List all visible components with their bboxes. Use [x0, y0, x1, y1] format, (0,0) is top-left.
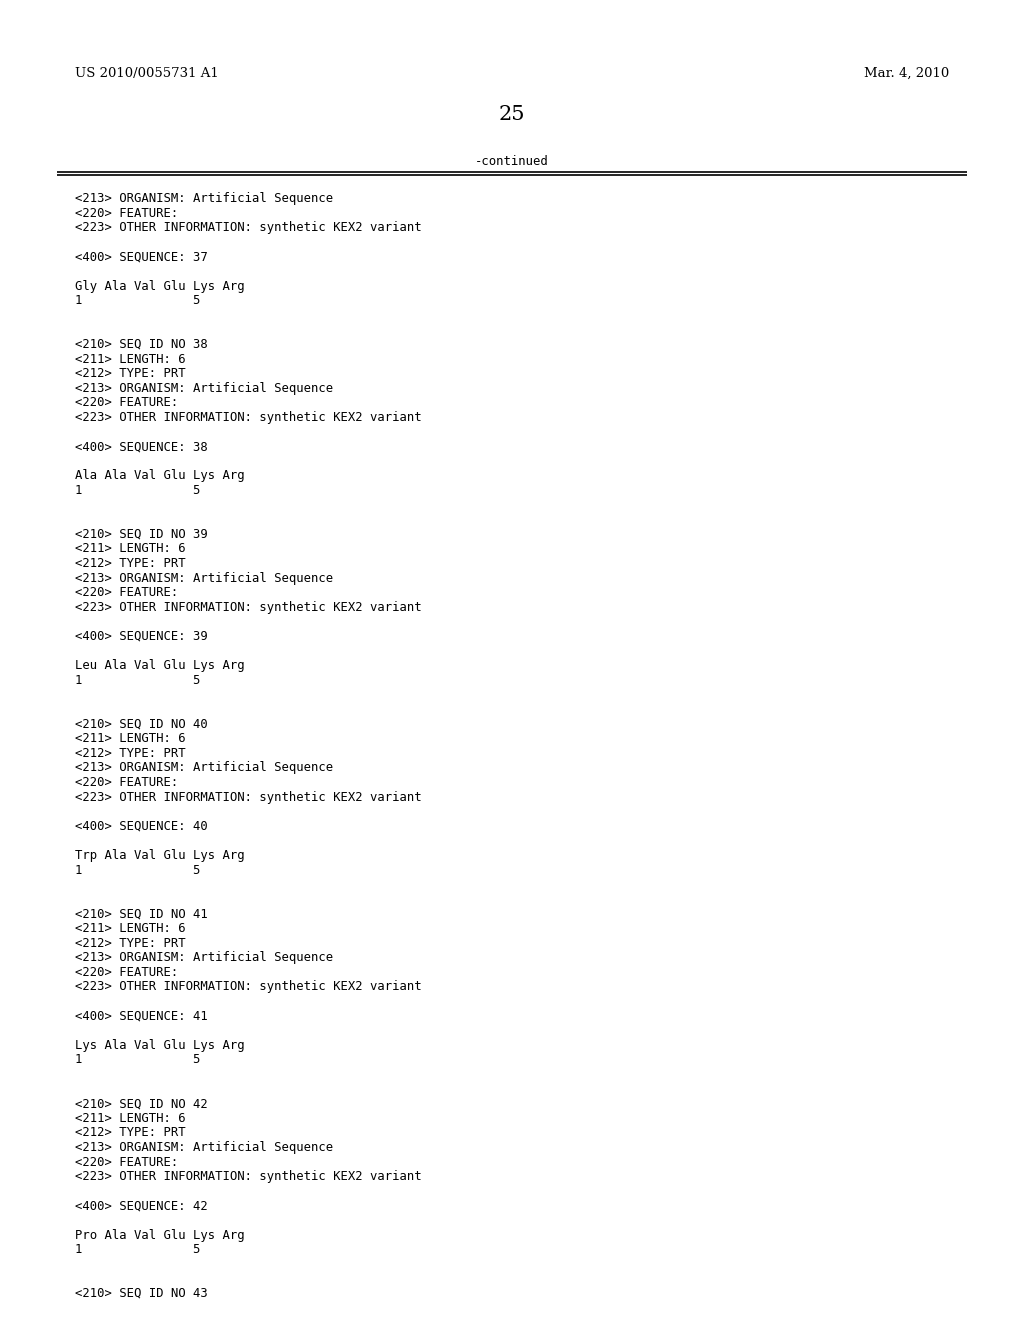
Text: <220> FEATURE:: <220> FEATURE:: [75, 966, 178, 979]
Text: Trp Ala Val Glu Lys Arg: Trp Ala Val Glu Lys Arg: [75, 849, 245, 862]
Text: <213> ORGANISM: Artificial Sequence: <213> ORGANISM: Artificial Sequence: [75, 952, 333, 964]
Text: 1               5: 1 5: [75, 673, 201, 686]
Text: <212> TYPE: PRT: <212> TYPE: PRT: [75, 937, 185, 949]
Text: <211> LENGTH: 6: <211> LENGTH: 6: [75, 1111, 185, 1125]
Text: <213> ORGANISM: Artificial Sequence: <213> ORGANISM: Artificial Sequence: [75, 762, 333, 775]
Text: <213> ORGANISM: Artificial Sequence: <213> ORGANISM: Artificial Sequence: [75, 381, 333, 395]
Text: <210> SEQ ID NO 38: <210> SEQ ID NO 38: [75, 338, 208, 351]
Text: <400> SEQUENCE: 40: <400> SEQUENCE: 40: [75, 820, 208, 833]
Text: Pro Ala Val Glu Lys Arg: Pro Ala Val Glu Lys Arg: [75, 1229, 245, 1242]
Text: <223> OTHER INFORMATION: synthetic KEX2 variant: <223> OTHER INFORMATION: synthetic KEX2 …: [75, 791, 422, 804]
Text: Leu Ala Val Glu Lys Arg: Leu Ala Val Glu Lys Arg: [75, 659, 245, 672]
Text: <213> ORGANISM: Artificial Sequence: <213> ORGANISM: Artificial Sequence: [75, 1140, 333, 1154]
Text: <223> OTHER INFORMATION: synthetic KEX2 variant: <223> OTHER INFORMATION: synthetic KEX2 …: [75, 222, 422, 234]
Text: 1               5: 1 5: [75, 863, 201, 876]
Text: 1               5: 1 5: [75, 1053, 201, 1067]
Text: 1               5: 1 5: [75, 1243, 201, 1257]
Text: <210> SEQ ID NO 41: <210> SEQ ID NO 41: [75, 907, 208, 920]
Text: <223> OTHER INFORMATION: synthetic KEX2 variant: <223> OTHER INFORMATION: synthetic KEX2 …: [75, 981, 422, 994]
Text: <212> TYPE: PRT: <212> TYPE: PRT: [75, 557, 185, 570]
Text: 25: 25: [499, 106, 525, 124]
Text: 1               5: 1 5: [75, 484, 201, 498]
Text: <211> LENGTH: 6: <211> LENGTH: 6: [75, 543, 185, 556]
Text: <223> OTHER INFORMATION: synthetic KEX2 variant: <223> OTHER INFORMATION: synthetic KEX2 …: [75, 1171, 422, 1183]
Text: <210> SEQ ID NO 42: <210> SEQ ID NO 42: [75, 1097, 208, 1110]
Text: <400> SEQUENCE: 42: <400> SEQUENCE: 42: [75, 1200, 208, 1212]
Text: Gly Ala Val Glu Lys Arg: Gly Ala Val Glu Lys Arg: [75, 280, 245, 293]
Text: 1               5: 1 5: [75, 294, 201, 308]
Text: <212> TYPE: PRT: <212> TYPE: PRT: [75, 1126, 185, 1139]
Text: <220> FEATURE:: <220> FEATURE:: [75, 396, 178, 409]
Text: <210> SEQ ID NO 39: <210> SEQ ID NO 39: [75, 528, 208, 541]
Text: <220> FEATURE:: <220> FEATURE:: [75, 776, 178, 789]
Text: <213> ORGANISM: Artificial Sequence: <213> ORGANISM: Artificial Sequence: [75, 572, 333, 585]
Text: <213> ORGANISM: Artificial Sequence: <213> ORGANISM: Artificial Sequence: [75, 191, 333, 205]
Text: <210> SEQ ID NO 43: <210> SEQ ID NO 43: [75, 1287, 208, 1300]
Text: <210> SEQ ID NO 40: <210> SEQ ID NO 40: [75, 718, 208, 730]
Text: Lys Ala Val Glu Lys Arg: Lys Ala Val Glu Lys Arg: [75, 1039, 245, 1052]
Text: <223> OTHER INFORMATION: synthetic KEX2 variant: <223> OTHER INFORMATION: synthetic KEX2 …: [75, 601, 422, 614]
Text: Ala Ala Val Glu Lys Arg: Ala Ala Val Glu Lys Arg: [75, 470, 245, 482]
Text: <400> SEQUENCE: 41: <400> SEQUENCE: 41: [75, 1010, 208, 1023]
Text: <212> TYPE: PRT: <212> TYPE: PRT: [75, 367, 185, 380]
Text: <220> FEATURE:: <220> FEATURE:: [75, 207, 178, 219]
Text: <211> LENGTH: 6: <211> LENGTH: 6: [75, 921, 185, 935]
Text: <400> SEQUENCE: 37: <400> SEQUENCE: 37: [75, 251, 208, 264]
Text: -continued: -continued: [475, 154, 549, 168]
Text: <220> FEATURE:: <220> FEATURE:: [75, 586, 178, 599]
Text: <211> LENGTH: 6: <211> LENGTH: 6: [75, 733, 185, 746]
Text: Mar. 4, 2010: Mar. 4, 2010: [864, 67, 949, 81]
Text: <211> LENGTH: 6: <211> LENGTH: 6: [75, 352, 185, 366]
Text: <400> SEQUENCE: 39: <400> SEQUENCE: 39: [75, 630, 208, 643]
Text: <223> OTHER INFORMATION: synthetic KEX2 variant: <223> OTHER INFORMATION: synthetic KEX2 …: [75, 411, 422, 424]
Text: <212> TYPE: PRT: <212> TYPE: PRT: [75, 747, 185, 760]
Text: <400> SEQUENCE: 38: <400> SEQUENCE: 38: [75, 440, 208, 453]
Text: <220> FEATURE:: <220> FEATURE:: [75, 1155, 178, 1168]
Text: US 2010/0055731 A1: US 2010/0055731 A1: [75, 67, 219, 81]
